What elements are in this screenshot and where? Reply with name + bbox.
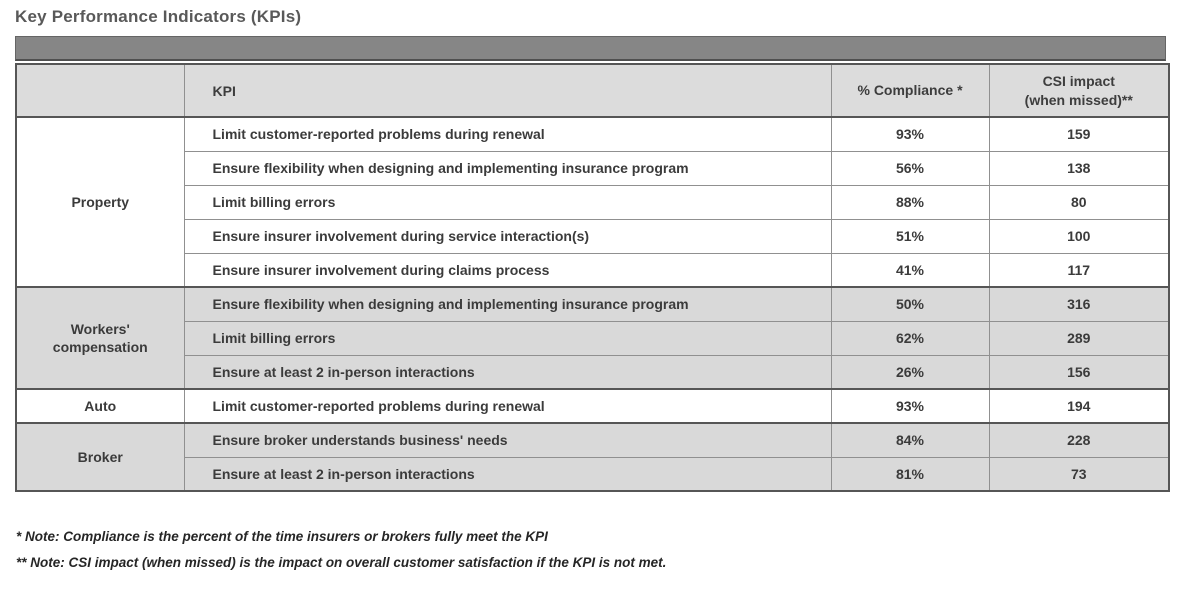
kpi-table-container: KPI % Compliance * CSI impact (when miss…	[15, 63, 1170, 492]
csi-impact-cell: 159	[988, 116, 1170, 152]
footnotes: * Note: Compliance is the percent of the…	[16, 524, 666, 576]
page-title: Key Performance Indicators (KPIs)	[15, 7, 302, 26]
kpi-cell: Ensure broker understands business' need…	[183, 422, 832, 458]
compliance-cell: 50%	[830, 286, 990, 322]
kpi-cell: Ensure insurer involvement during servic…	[183, 218, 832, 254]
kpi-cell: Limit customer-reported problems during …	[183, 388, 832, 424]
compliance-cell: 84%	[830, 422, 990, 458]
category-cell: Auto	[15, 388, 185, 424]
table-row: Ensure at least 2 in-person interactions…	[16, 456, 1170, 492]
csi-impact-cell: 117	[988, 252, 1170, 288]
header-category	[15, 63, 185, 118]
compliance-cell: 26%	[830, 354, 990, 390]
table-row: Ensure flexibility when designing and im…	[16, 150, 1170, 186]
csi-impact-cell: 228	[988, 422, 1170, 458]
category-cell: Broker	[15, 422, 185, 492]
csi-impact-cell: 316	[988, 286, 1170, 322]
header-csi-line1: CSI impact	[1042, 72, 1115, 89]
compliance-cell: 56%	[830, 150, 990, 186]
compliance-cell: 93%	[830, 388, 990, 424]
footnote-csi-impact: ** Note: CSI impact (when missed) is the…	[16, 555, 667, 570]
kpi-cell: Ensure insurer involvement during claims…	[183, 252, 832, 288]
table-row: Workers' compensation Ensure flexibility …	[15, 286, 1170, 390]
compliance-cell: 41%	[830, 252, 990, 288]
table-row: Broker Ensure broker understands business…	[15, 422, 1170, 492]
table-row: Ensure insurer involvement during servic…	[16, 218, 1170, 254]
kpi-cell: Ensure at least 2 in-person interactions	[183, 354, 832, 390]
table-row: Auto Limit customer-reported problems dur…	[15, 388, 1170, 424]
kpi-cell: Ensure at least 2 in-person interactions	[183, 456, 832, 492]
kpi-cell: Ensure flexibility when designing and im…	[183, 286, 832, 322]
header-kpi: KPI	[183, 63, 832, 118]
table-header: KPI % Compliance * CSI impact (when miss…	[15, 63, 1170, 118]
csi-impact-cell: 73	[988, 456, 1170, 492]
table-row: Ensure insurer involvement during claims…	[16, 252, 1170, 288]
csi-impact-cell: 138	[988, 150, 1170, 186]
table-row: Limit billing errors 62% 289	[16, 320, 1170, 356]
table-body: Property Limit customer-reported problems…	[15, 116, 1170, 492]
header-csi-line2: (when missed)**	[1024, 91, 1133, 108]
kpi-cell: Limit billing errors	[183, 320, 832, 356]
kpi-cell: Limit customer-reported problems during …	[183, 116, 832, 152]
header-compliance: % Compliance *	[830, 63, 990, 118]
header-row: KPI % Compliance * CSI impact (when miss…	[15, 63, 1170, 118]
kpi-table: KPI % Compliance * CSI impact (when miss…	[15, 63, 1170, 492]
kpi-cell: Ensure flexibility when designing and im…	[183, 150, 832, 186]
csi-impact-cell: 194	[988, 388, 1170, 424]
category-cell: Property	[15, 116, 185, 288]
footnote-compliance: * Note: Compliance is the percent of the…	[16, 529, 548, 544]
csi-impact-cell: 100	[988, 218, 1170, 254]
kpi-cell: Limit billing errors	[183, 184, 832, 220]
table-title-band	[15, 36, 1166, 61]
compliance-cell: 62%	[830, 320, 990, 356]
compliance-cell: 88%	[830, 184, 990, 220]
table-row: Ensure at least 2 in-person interactions…	[16, 354, 1170, 390]
category-cell: Workers' compensation	[15, 286, 185, 390]
csi-impact-cell: 80	[988, 184, 1170, 220]
header-csi-impact: CSI impact (when missed)**	[988, 63, 1170, 118]
table-row: Property Limit customer-reported problems…	[15, 116, 1170, 288]
table-row: Limit billing errors 88% 80	[16, 184, 1170, 220]
compliance-cell: 51%	[830, 218, 990, 254]
compliance-cell: 81%	[830, 456, 990, 492]
csi-impact-cell: 289	[988, 320, 1170, 356]
compliance-cell: 93%	[830, 116, 990, 152]
csi-impact-cell: 156	[988, 354, 1170, 390]
